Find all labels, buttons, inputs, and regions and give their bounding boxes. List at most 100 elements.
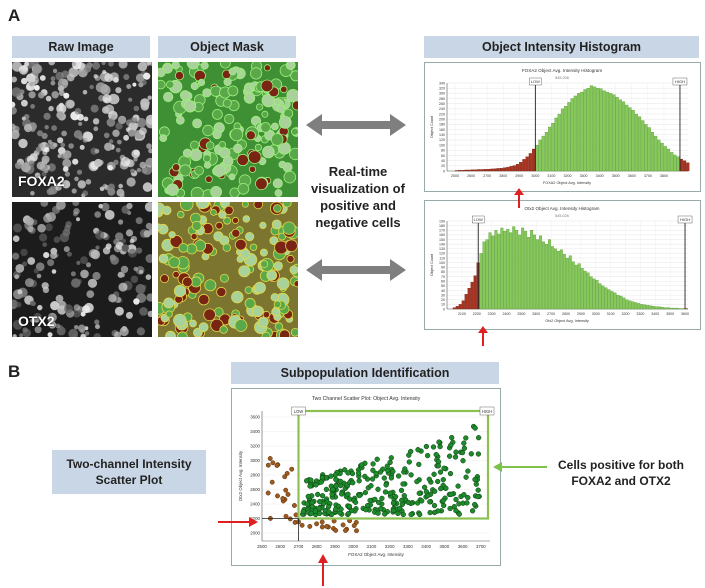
x-tick-label: 2300 bbox=[488, 312, 496, 316]
cell-mask-object bbox=[269, 236, 279, 246]
x-tick-label: 3700 bbox=[476, 544, 486, 549]
cell-nucleus bbox=[39, 233, 48, 242]
cell-nucleus bbox=[130, 168, 135, 174]
cell-nucleus bbox=[45, 223, 53, 232]
cell-mask-object bbox=[224, 205, 234, 216]
cell-nucleus bbox=[113, 159, 119, 165]
center-text-line: visualization of bbox=[311, 181, 405, 196]
cell-mask-object bbox=[159, 134, 168, 142]
cell-mask-object bbox=[245, 130, 256, 141]
cell-nucleus bbox=[43, 168, 49, 174]
cell-nucleus bbox=[80, 311, 86, 317]
cell-mask-object bbox=[266, 269, 278, 281]
x-tick-label: 3400 bbox=[651, 312, 659, 316]
cell-mask-object bbox=[210, 186, 222, 197]
object-mask-header: Object Mask bbox=[158, 36, 296, 58]
x-tick-label: 3800 bbox=[660, 174, 668, 178]
histogram-bar bbox=[515, 230, 519, 310]
raw-image-header: Raw Image bbox=[12, 36, 150, 58]
cell-nucleus bbox=[79, 144, 85, 150]
y-tick-label: 40 bbox=[441, 159, 445, 163]
scatter-point-positive bbox=[328, 473, 334, 479]
cell-nucleus bbox=[107, 183, 115, 191]
scatter-point-positive bbox=[461, 492, 467, 498]
x-tick-label: 3500 bbox=[612, 174, 620, 178]
cell-mask-object bbox=[255, 177, 268, 191]
scatter-point-positive bbox=[431, 471, 437, 477]
cell-mask-object bbox=[286, 254, 295, 263]
scatter-point-positive bbox=[417, 511, 423, 518]
scatter-point-positive bbox=[339, 491, 345, 497]
scatter-point-positive bbox=[326, 509, 332, 515]
cell-mask-object bbox=[263, 64, 271, 72]
high-gate-label: HIGH bbox=[675, 79, 685, 84]
scatter-point-negative bbox=[287, 516, 293, 522]
cell-mask-object bbox=[260, 79, 274, 93]
x-tick-label: 2500 bbox=[517, 312, 525, 316]
cell-mask-object bbox=[177, 331, 188, 337]
cell-mask-object bbox=[216, 286, 227, 298]
cell-nucleus bbox=[84, 65, 92, 73]
histogram-bar bbox=[583, 270, 587, 310]
histogram-bar bbox=[686, 162, 690, 172]
realtime-visualization-text: Real-time visualization of positive and … bbox=[303, 163, 413, 231]
scatter-point-negative bbox=[283, 487, 289, 493]
scatter-point-positive bbox=[465, 494, 471, 501]
histogram-bar bbox=[628, 300, 632, 310]
histogram-bar bbox=[464, 169, 468, 172]
scatter-point-positive bbox=[300, 508, 306, 515]
scatter-point-positive bbox=[367, 497, 373, 504]
positive-gate-box bbox=[297, 409, 490, 520]
cell-nucleus bbox=[74, 108, 82, 115]
cell-nucleus bbox=[145, 274, 152, 280]
histogram-bar bbox=[533, 234, 537, 310]
y-tick-label: 160 bbox=[439, 128, 445, 132]
x-tick-label: 2500 bbox=[257, 544, 267, 549]
cell-nucleus bbox=[12, 87, 22, 97]
histogram-bar bbox=[647, 127, 651, 172]
cell-mask-object bbox=[249, 243, 258, 251]
scatter-point-positive bbox=[432, 488, 438, 494]
x-tick-label: 2500 bbox=[451, 174, 459, 178]
histogram-bar bbox=[483, 169, 487, 172]
histogram-bar bbox=[458, 170, 462, 172]
side-label-line: Two-channel Intensity bbox=[66, 457, 192, 471]
histogram-bar bbox=[610, 291, 614, 310]
histogram-bar bbox=[580, 91, 584, 172]
cell-nucleus bbox=[76, 217, 80, 222]
scatter-point-positive bbox=[459, 449, 466, 456]
scatter-side-label: Two-channel Intensity Scatter Plot bbox=[52, 450, 206, 494]
cell-nucleus bbox=[115, 122, 123, 130]
histogram-bar bbox=[553, 248, 557, 310]
cell-nucleus bbox=[102, 106, 110, 114]
cell-mask-object bbox=[262, 145, 275, 159]
histogram-bar bbox=[477, 169, 481, 172]
scatter-point-positive bbox=[363, 507, 369, 513]
cell-nucleus bbox=[30, 191, 35, 196]
scatter-point-positive bbox=[430, 444, 437, 450]
cell-nucleus bbox=[60, 152, 68, 160]
scatter-point-positive bbox=[448, 491, 454, 497]
cell-nucleus bbox=[92, 118, 100, 125]
histogram-bar bbox=[571, 261, 575, 310]
scatter-point-positive bbox=[308, 477, 314, 483]
low-gate-arrow-icon bbox=[478, 326, 488, 346]
scatter-point-positive bbox=[381, 475, 387, 481]
cell-nucleus bbox=[71, 278, 81, 288]
cell-mask-object bbox=[244, 286, 253, 294]
scatter-point-positive bbox=[337, 482, 344, 489]
scatter-point-positive bbox=[379, 495, 385, 502]
cell-mask-object bbox=[262, 310, 271, 319]
cell-nucleus bbox=[77, 62, 82, 66]
cell-mask-object bbox=[236, 153, 249, 167]
histogram-bar bbox=[538, 139, 542, 172]
cell-mask-object bbox=[223, 77, 232, 87]
cell-nucleus bbox=[115, 232, 124, 241]
x-tick-label: 2800 bbox=[499, 174, 507, 178]
cell-nucleus bbox=[46, 188, 54, 196]
cell-mask-object bbox=[175, 115, 185, 125]
center-text-line: positive and bbox=[320, 198, 396, 213]
cell-mask-object bbox=[282, 202, 292, 208]
histogram-bar bbox=[506, 229, 510, 310]
x-axis-label: FOXA2 Object Avg. Intensity bbox=[543, 181, 591, 185]
